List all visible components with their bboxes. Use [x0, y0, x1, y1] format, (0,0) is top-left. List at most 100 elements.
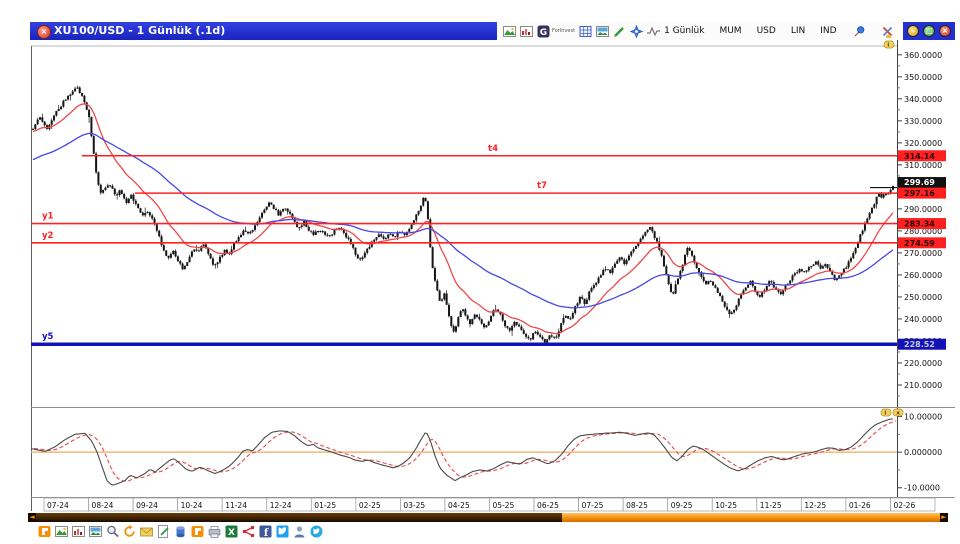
fast-ma-line — [32, 103, 894, 335]
trend-line-label-t4: t4 — [488, 144, 498, 154]
candle-body — [347, 237, 350, 239]
system-menu-icon[interactable]: × — [37, 25, 51, 39]
candle-body — [195, 249, 198, 251]
image-red-icon[interactable] — [72, 525, 85, 538]
toolbar-ind-label[interactable]: IND — [820, 26, 837, 36]
candle-body — [67, 95, 70, 100]
foreks-icon[interactable] — [38, 525, 51, 538]
candle-body — [284, 208, 287, 210]
candle-body — [655, 238, 658, 242]
database-icon[interactable] — [174, 525, 187, 538]
scrollbar-track[interactable] — [36, 513, 940, 522]
window-titlebar[interactable]: × XU100/USD - 1 Günlük (.1d) G ForInvest 1… — [30, 22, 955, 40]
forinvest-logo[interactable]: G — [537, 25, 550, 38]
toolbar-period-label[interactable]: 1 Günlük — [664, 26, 705, 36]
date-label: 05-25 — [493, 501, 515, 510]
edit-icon[interactable] — [157, 524, 170, 538]
facebook-icon[interactable]: f — [259, 525, 272, 538]
candle-body — [422, 197, 425, 206]
candle-body — [859, 234, 862, 242]
candle-body — [632, 248, 635, 252]
date-label: 08-24 — [92, 501, 114, 510]
candle-body — [814, 261, 817, 265]
chart-image-icon[interactable] — [596, 25, 610, 38]
toolbar-lin-label[interactable]: LIN — [790, 26, 806, 36]
main-panel-info-button[interactable] — [883, 40, 895, 49]
excel-icon[interactable]: X — [225, 525, 238, 538]
candle-body — [677, 278, 679, 285]
candle-body — [564, 316, 567, 318]
candle-body — [263, 209, 266, 213]
wave-icon[interactable] — [647, 25, 661, 38]
candle-body — [412, 220, 415, 225]
candle-body — [819, 264, 822, 269]
candle-body — [567, 316, 570, 319]
candle-body — [541, 336, 544, 340]
twitter-round-icon[interactable] — [310, 525, 323, 538]
grid-icon[interactable] — [579, 25, 592, 38]
image-green-icon[interactable] — [503, 25, 516, 38]
candle-body — [712, 281, 715, 286]
candle-body — [807, 267, 810, 271]
candle-body — [648, 227, 651, 230]
scroll-right-arrow[interactable]: ► — [940, 513, 948, 522]
candle-body — [32, 128, 34, 130]
pencil-icon[interactable] — [613, 25, 626, 38]
indicator-close-button[interactable] — [892, 408, 904, 417]
axis-badge-y1 — [898, 218, 946, 230]
candle-body — [39, 117, 42, 120]
candle-body — [221, 254, 224, 257]
indicator-info-button[interactable] — [880, 408, 892, 417]
minimize-button[interactable]: – — [907, 25, 919, 37]
plot-background[interactable] — [31, 46, 897, 497]
twitter-icon[interactable] — [276, 525, 289, 538]
cut-icon[interactable] — [881, 25, 894, 38]
indicator-tick-label: -10.0000 — [904, 484, 940, 493]
candle-body — [300, 225, 303, 228]
candle-body — [328, 235, 331, 237]
candle-body — [744, 287, 747, 291]
indicator-tick-label: 10.00000 — [904, 413, 942, 422]
forinvest-brand-text: ForInvest — [552, 28, 576, 34]
toolbar-mum-label[interactable]: MUM — [719, 26, 742, 36]
maximize-button[interactable]: □ — [923, 25, 935, 37]
user-icon[interactable] — [293, 525, 306, 538]
candle-body — [868, 213, 871, 219]
toolbar-usd-label[interactable]: USD — [756, 26, 776, 36]
candle-body — [578, 296, 581, 304]
axis-badge-label-y2: 274.59 — [904, 239, 935, 248]
candle-body — [127, 198, 130, 203]
candle-body — [268, 202, 271, 207]
pin-icon[interactable] — [852, 25, 865, 38]
candle-body — [356, 254, 359, 259]
scrollbar-thumb[interactable] — [562, 513, 940, 522]
candle-body — [606, 269, 609, 271]
mail-icon[interactable] — [140, 525, 153, 538]
refresh-icon[interactable] — [123, 524, 136, 538]
candle-body — [784, 284, 787, 291]
candle-body — [464, 309, 467, 316]
candle-body — [485, 325, 488, 328]
candle-body — [824, 264, 827, 267]
trend-line-label-y2: y2 — [42, 231, 54, 241]
candle-body — [782, 290, 785, 295]
image-teal-icon[interactable] — [89, 525, 102, 538]
image-green-icon[interactable] — [55, 525, 68, 538]
close-button[interactable]: × — [939, 25, 951, 37]
foreks-icon-2[interactable] — [191, 525, 204, 538]
candle-body — [842, 268, 845, 273]
zoom-icon[interactable] — [106, 525, 119, 538]
scroll-left-arrow[interactable]: ◄ — [28, 513, 36, 522]
compass-star-icon[interactable] — [630, 24, 644, 38]
candle-body — [525, 333, 528, 337]
indicator-info-button-glyph: i — [884, 411, 886, 417]
print-icon[interactable] — [208, 525, 221, 538]
candle-body — [810, 266, 813, 268]
candle-body — [57, 109, 60, 111]
share-icon[interactable] — [242, 525, 255, 538]
image-red-icon[interactable] — [520, 25, 533, 38]
candle-body — [667, 274, 670, 285]
candle-body — [92, 136, 95, 154]
candle-body — [431, 247, 434, 269]
